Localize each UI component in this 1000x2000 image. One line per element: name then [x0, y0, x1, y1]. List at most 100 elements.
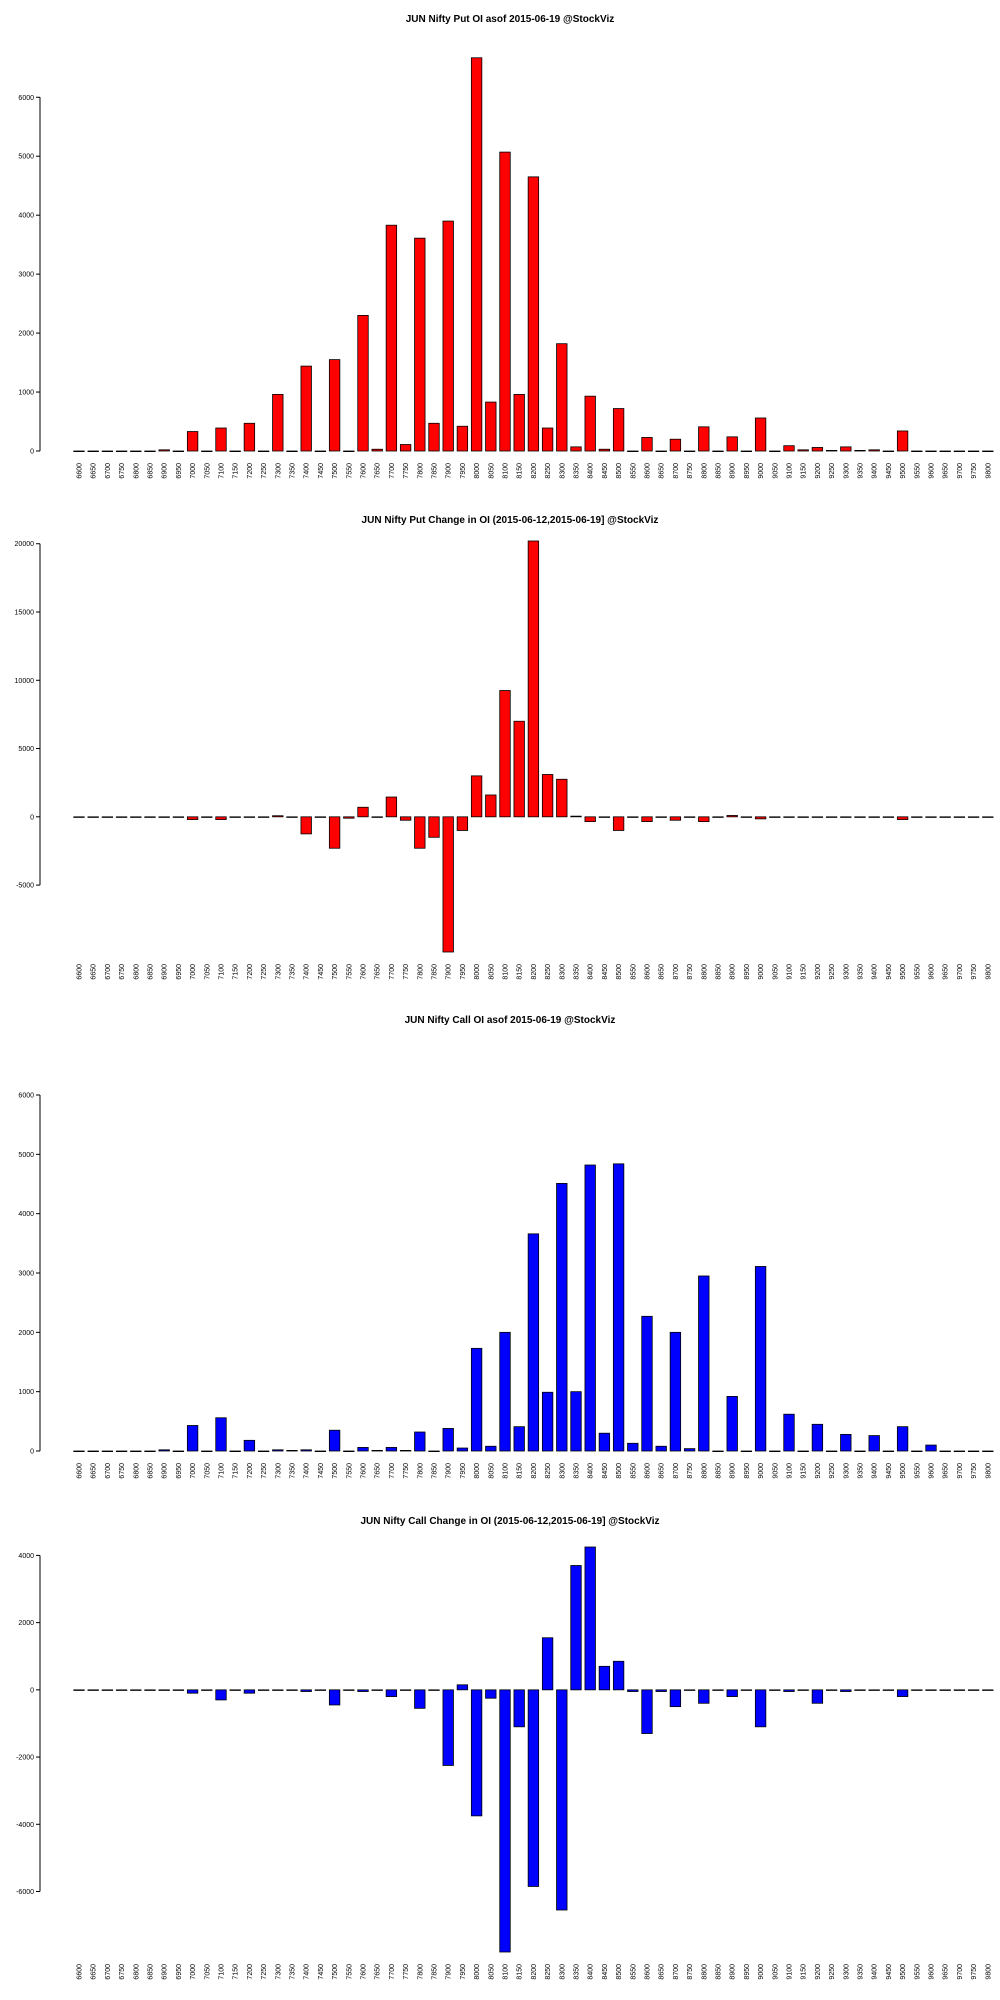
x-tick-label: 7800: [417, 964, 424, 980]
bar: [840, 446, 852, 452]
x-tick-label: 7250: [261, 1463, 268, 1479]
x-tick-label: 9350: [858, 964, 865, 980]
y-tick-label: 0: [30, 1449, 34, 1456]
bar: [783, 816, 795, 818]
x-tick-label: 9700: [957, 964, 964, 980]
bar: [811, 447, 824, 452]
bar: [726, 1689, 738, 1697]
bar: [328, 1429, 341, 1452]
bar: [272, 1449, 284, 1452]
x-tick-label: 8650: [659, 463, 666, 479]
y-tick-label: -4000: [16, 1822, 34, 1829]
bar: [584, 1546, 596, 1691]
x-tick-label: 8100: [503, 463, 510, 479]
x-tick-label: 9250: [829, 964, 836, 980]
bar: [428, 422, 440, 452]
x-tick-label: 7650: [375, 1463, 382, 1479]
x-tick-label: 8000: [474, 463, 481, 479]
x-tick-label: 6650: [91, 1463, 98, 1479]
x-tick-label: 8900: [730, 1964, 737, 1980]
x-tick-label: 8600: [645, 964, 652, 980]
bar: [641, 437, 653, 452]
x-tick-label: 6700: [105, 463, 112, 479]
bar: [186, 431, 199, 452]
bar: [428, 1689, 440, 1691]
bar: [456, 1447, 469, 1452]
x-tick-label: 7600: [361, 463, 368, 479]
x-tick-label: 7450: [318, 964, 325, 980]
x-tick-label: 8800: [701, 964, 708, 980]
bar: [201, 1689, 213, 1691]
bar: [754, 1266, 767, 1452]
x-tick-label: 6600: [77, 1463, 84, 1479]
bar: [257, 816, 270, 818]
bar: [683, 1448, 696, 1452]
y-tick-label: 0: [30, 449, 34, 456]
x-tick-label: 8800: [701, 1964, 708, 1980]
x-tick-label: 7800: [417, 463, 424, 479]
x-tick-label: 8700: [673, 1964, 680, 1980]
y-tick-label: 4000: [18, 213, 34, 220]
bar: [186, 816, 199, 820]
bar: [868, 816, 880, 818]
x-tick-label: 7700: [389, 1964, 396, 1980]
bar: [797, 449, 809, 452]
y-tick-label: 2000: [18, 331, 34, 338]
y-tick-label: 1000: [18, 390, 34, 397]
x-tick-label: 8000: [474, 1463, 481, 1479]
x-tick-label: 8550: [630, 1964, 637, 1980]
bar: [158, 449, 170, 452]
x-tick-label: 6750: [119, 463, 126, 479]
bar: [882, 1450, 895, 1453]
x-tick-label: 8600: [645, 1964, 652, 1980]
x-tick-label: 8250: [545, 463, 552, 479]
x-tick-label: 7750: [403, 1964, 410, 1980]
bar: [130, 1450, 142, 1453]
bar: [257, 450, 270, 453]
x-tick-label: 7450: [318, 1964, 325, 1980]
bar: [144, 1689, 156, 1691]
x-tick-label: 6750: [119, 964, 126, 980]
bar: [698, 816, 710, 823]
x-tick-label: 7750: [403, 964, 410, 980]
bar: [343, 1689, 355, 1691]
bar: [612, 816, 625, 831]
x-tick-label: 6800: [133, 463, 140, 479]
bar: [442, 1428, 454, 1452]
bar: [896, 1426, 909, 1452]
x-tick-label: 7650: [375, 1964, 382, 1980]
bar: [456, 425, 469, 452]
x-tick-label: 8750: [687, 964, 694, 980]
y-tick-label: 0: [30, 1687, 34, 1694]
bar: [470, 1689, 483, 1817]
x-tick-label: 9050: [772, 1463, 779, 1479]
bar: [967, 450, 980, 453]
x-tick-label: 7900: [446, 964, 453, 980]
x-tick-label: 9200: [815, 1463, 822, 1479]
bar: [825, 450, 838, 452]
x-tick-label: 8650: [659, 1964, 666, 1980]
bar: [172, 1689, 185, 1691]
x-tick-label: 9750: [971, 1964, 978, 1980]
bar: [442, 1689, 454, 1766]
bar: [499, 690, 511, 818]
x-tick-label: 8500: [616, 1964, 623, 1980]
x-tick-label: 9300: [843, 463, 850, 479]
bar: [982, 1689, 994, 1691]
x-tick-label: 8850: [716, 964, 723, 980]
x-tick-label: 9300: [843, 1964, 850, 1980]
bar: [414, 1431, 426, 1452]
x-tick-label: 9250: [829, 463, 836, 479]
x-tick-label: 9800: [985, 964, 992, 980]
y-tick-label: -2000: [16, 1755, 34, 1762]
chart-title: JUN Nifty Put Change in OI (2015-06-12,2…: [362, 515, 659, 526]
x-tick-label: 7550: [346, 1463, 353, 1479]
bar: [314, 450, 327, 453]
bar: [414, 816, 426, 849]
bar: [428, 816, 440, 838]
bar: [215, 1689, 227, 1701]
x-tick-label: 9350: [858, 1964, 865, 1980]
y-tick-label: 2000: [18, 1330, 34, 1337]
x-tick-label: 6900: [162, 1463, 169, 1479]
bar: [485, 401, 497, 452]
